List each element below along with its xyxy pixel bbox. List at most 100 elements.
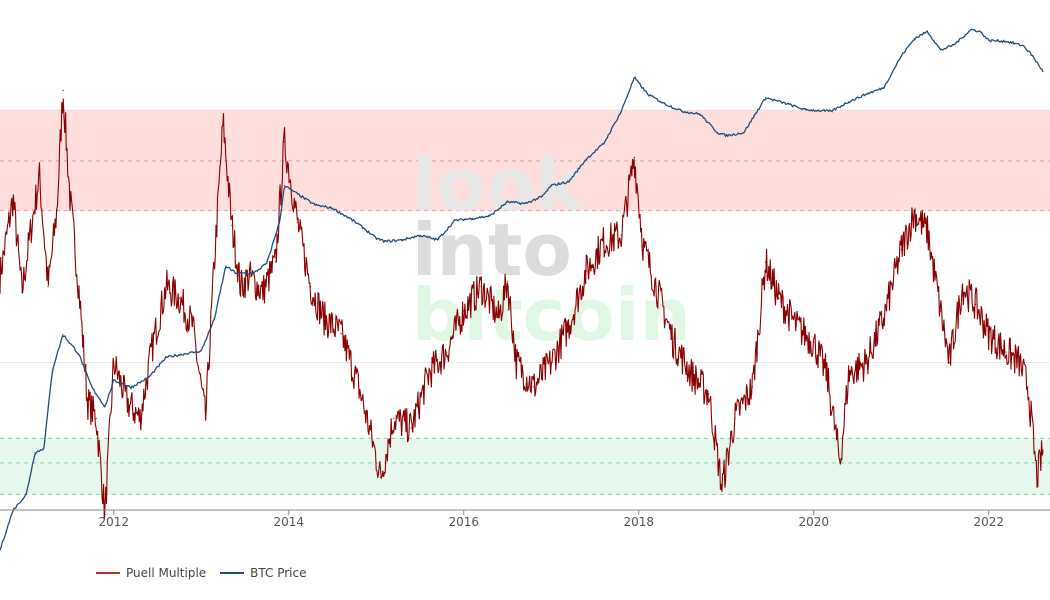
btc-point (401, 239, 404, 241)
puell-point (56, 210, 58, 212)
puell-point (205, 417, 207, 420)
btc-point (349, 217, 351, 220)
puell-point (568, 325, 570, 327)
x-tick-label: 2020 (798, 515, 829, 529)
puell-point (913, 212, 915, 215)
watermark-bitcoin: bitcoin (412, 273, 691, 357)
btc-point (524, 203, 526, 205)
puell-point (393, 417, 395, 420)
btc-point (183, 353, 185, 355)
puell-point (690, 373, 692, 375)
puell-point (38, 175, 40, 177)
btc-point (940, 49, 942, 51)
btc-point (804, 109, 806, 111)
btc-point (235, 272, 237, 274)
puell-point (826, 373, 828, 375)
puell-point (222, 121, 224, 123)
btc-point (331, 207, 334, 209)
btc-point (148, 376, 150, 378)
btc-point (454, 219, 456, 221)
btc-point (283, 184, 285, 187)
puell-point (1018, 361, 1020, 364)
legend-swatch-btc (220, 572, 245, 574)
puell-point (113, 361, 115, 364)
puell-point (231, 224, 233, 226)
puell-point (765, 261, 767, 263)
btc-point (1005, 40, 1007, 42)
puell-point (883, 317, 885, 319)
btc-point (225, 265, 227, 267)
legend-item-btc[interactable]: BTC Price (220, 566, 307, 580)
puell-point (795, 325, 797, 327)
btc-point (1031, 55, 1034, 57)
legend-label-puell: Puell Multiple (126, 566, 207, 580)
btc-point (568, 181, 570, 183)
puell-point (988, 333, 990, 335)
puell-point (47, 285, 49, 288)
puell-point (1042, 449, 1044, 451)
btc-point (681, 110, 684, 112)
puell-point (283, 141, 285, 143)
puell-point (95, 417, 97, 420)
btc-point (979, 30, 981, 33)
btc-point (279, 219, 281, 221)
puell-point (673, 341, 675, 344)
btc-point (926, 30, 929, 33)
x-axis: 2012 2014 2016 2018 2020 2022 (0, 509, 1050, 529)
btc-point (830, 110, 832, 112)
puell-point (86, 400, 89, 403)
btc-point (970, 28, 972, 31)
btc-point (865, 93, 867, 95)
puell-point (310, 285, 312, 288)
btc-point (436, 239, 439, 241)
legend-label-btc: BTC Price (250, 566, 307, 580)
btc-point (1042, 70, 1044, 72)
puell-point (961, 285, 964, 288)
btc-point (104, 406, 106, 408)
btc-point (725, 135, 727, 137)
puell-point (69, 197, 71, 199)
x-tick-label: 2016 (448, 515, 479, 529)
puell-point (78, 285, 80, 288)
btc-point (419, 234, 421, 236)
grid-lines (0, 109, 1050, 495)
btc-point (78, 353, 80, 355)
btc-point (130, 386, 132, 388)
btc-point (900, 55, 902, 57)
puell-point (428, 373, 430, 375)
btc-point (633, 76, 635, 79)
puell-point (275, 261, 277, 263)
puell-point (533, 386, 535, 388)
btc-point (34, 452, 36, 454)
puell-point (633, 156, 635, 159)
puell-point (848, 373, 850, 375)
puell-point (900, 249, 902, 251)
puell-point (813, 341, 815, 344)
btc-point (314, 204, 316, 206)
x-tick-label: 2012 (98, 515, 129, 529)
puell-point (480, 285, 482, 288)
btc-point (62, 333, 64, 336)
btc-point (253, 272, 255, 274)
btc-point (0, 549, 1, 551)
puell-point (371, 437, 373, 439)
puell-point (721, 486, 723, 488)
btc-point (213, 318, 215, 320)
series-puell-multiple (0, 89, 1044, 520)
puell-point (498, 317, 500, 319)
btc-point (988, 39, 990, 42)
x-tick-label: 2018 (623, 515, 654, 529)
puell-point (261, 291, 264, 293)
puell-point (62, 89, 64, 91)
btc-point (646, 93, 649, 95)
btc-point (550, 184, 552, 187)
btc-point (620, 110, 622, 112)
puell-point (12, 197, 14, 199)
btc-point (664, 103, 666, 105)
series-btc-price (0, 28, 1044, 551)
puell-point (296, 221, 299, 223)
puell-point (178, 297, 180, 299)
legend-item-puell[interactable]: Puell Multiple (96, 566, 206, 580)
puell-point (603, 241, 605, 243)
puell-point (708, 393, 710, 395)
